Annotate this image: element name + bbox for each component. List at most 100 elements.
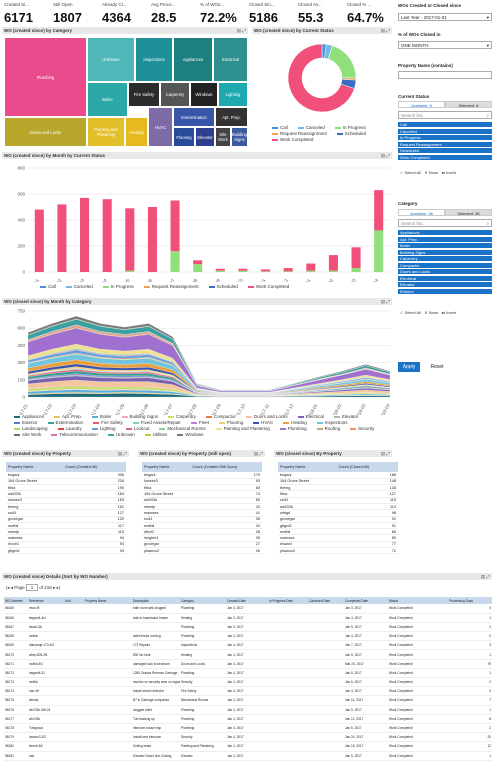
table-row[interactable]: 58170 wbtp-809-2B 830 No heat Heating Jan 4,…: [4, 649, 492, 660]
table-row[interactable]: 164 Grove Street 148: [278, 478, 398, 486]
table-row[interactable]: theing 138: [278, 484, 398, 492]
table-row[interactable]: 58173 moffal monitor on security area no s…: [4, 677, 492, 688]
bar-segment[interactable]: [283, 268, 293, 272]
list-item[interactable]: Exterior: [398, 288, 492, 295]
bar-segment[interactable]: [374, 230, 384, 272]
apply-button[interactable]: Apply: [398, 362, 420, 372]
panel-menu-icon[interactable]: ▤ ⤢: [480, 574, 490, 579]
list-item[interactable]: Canceled: [398, 128, 492, 135]
invert-button[interactable]: ⇄ Invert: [441, 170, 457, 175]
treemap-cell[interactable]: Building Signs: [231, 127, 248, 147]
table-row[interactable]: lowzez3 93: [142, 478, 262, 486]
treemap-cell[interactable]: Heating: [125, 117, 148, 147]
category-selected-tab[interactable]: Selected: 36: [445, 209, 492, 216]
bar-segment[interactable]: [215, 268, 225, 271]
table-row[interactable]: wbtgd 98: [278, 509, 398, 517]
table-row[interactable]: fitha 190: [6, 484, 126, 492]
panel-menu-icon[interactable]: ▤ ⤢: [236, 28, 246, 33]
select-all-button[interactable]: ✓ Select All: [400, 170, 421, 175]
table-row[interactable]: 58167 lenad-3A Plumbing Jan 3, 2017 Jan 5, 2…: [4, 622, 492, 633]
list-item[interactable]: Appliances: [398, 230, 492, 236]
table-row[interactable]: grovegar 27: [142, 541, 262, 549]
treemap-cell[interactable]: Flooring: [173, 127, 195, 147]
treemap-cell[interactable]: HVAC: [148, 107, 173, 147]
treemap-cell[interactable]: Electrical: [213, 37, 248, 82]
bar-segment[interactable]: [328, 270, 338, 272]
next-page-icon[interactable]: ▸: [53, 585, 56, 590]
treemap-cell[interactable]: Appliances: [173, 37, 213, 82]
table-row[interactable]: lowzez3 163: [6, 497, 126, 505]
table-row[interactable]: wb203k 164: [6, 490, 126, 498]
bar-segment[interactable]: [125, 208, 135, 271]
list-item[interactable]: Carpentry: [398, 256, 492, 262]
column-header[interactable]: Property Name: [142, 462, 191, 472]
bar-segment[interactable]: [215, 270, 225, 272]
table-row[interactable]: dflcir2 28: [142, 528, 262, 536]
page-input[interactable]: 1: [26, 584, 39, 591]
first-page-icon[interactable]: |◂: [6, 585, 10, 590]
bar-segment[interactable]: [170, 200, 180, 252]
select-all-button[interactable]: ✓ Select All: [400, 310, 421, 315]
column-header[interactable]: Count (Closed All): [336, 462, 398, 472]
table-row[interactable]: grovegar 120: [6, 516, 126, 523]
list-item[interactable]: Elevator: [398, 282, 492, 288]
table-row[interactable]: fitha 80: [142, 484, 262, 492]
category-treemap[interactable]: Plumbing Unknown Inspections Appliances Elec…: [4, 37, 248, 147]
list-item[interactable]: Compactor: [398, 262, 492, 269]
column-header[interactable]: Description: [132, 597, 180, 604]
table-row[interactable]: moffal 117: [6, 522, 126, 530]
column-header[interactable]: Category: [180, 597, 226, 604]
table-row[interactable]: beganl 188: [278, 472, 398, 479]
table-row[interactable]: 164 Grove Street 234: [6, 478, 126, 486]
table-row[interactable]: moffal 34: [142, 522, 262, 530]
prev-page-icon[interactable]: ◂: [10, 585, 13, 590]
table-row[interactable]: plsanco2 26: [142, 547, 262, 555]
pct-closed-select[interactable]: ONE MONTH ▾: [398, 41, 492, 49]
column-header[interactable]: Processing Days: [448, 597, 492, 604]
table-row[interactable]: 58179 lowzez3-3G Install new intercom Secur…: [4, 732, 492, 743]
column-header[interactable]: Unit: [64, 597, 84, 604]
bar-segment[interactable]: [351, 247, 361, 269]
table-row[interactable]: 58166 begani4-AH leak in baseboard heater H…: [4, 613, 492, 623]
treemap-cell[interactable]: Site Work: [215, 127, 231, 147]
treemap-cell[interactable]: Boiler: [87, 82, 128, 117]
category-search-input[interactable]: Search list... ⌕: [398, 219, 492, 227]
table-row[interactable]: 58180 lenedi-6G Ceiling leaks Painting and …: [4, 741, 492, 752]
table-row[interactable]: 58181 uan Elevator Doors Not Closing Elevat…: [4, 751, 492, 761]
panel-menu-icon[interactable]: ▤ ⤢: [380, 451, 390, 456]
treemap-cell[interactable]: Plumbing: [4, 37, 87, 117]
column-header[interactable]: Count (Created Still Open): [190, 462, 262, 472]
column-header[interactable]: Count (Created All): [63, 462, 126, 472]
category-available-tab[interactable]: Available: 36: [398, 209, 445, 216]
panel-menu-icon[interactable]: ▤ ⤢: [380, 28, 390, 33]
bar-segment[interactable]: [147, 207, 157, 272]
bar-segment[interactable]: [193, 264, 203, 272]
status-available-tab[interactable]: Available: 6: [398, 101, 445, 108]
treemap-cell[interactable]: Extermination: [173, 107, 215, 127]
table-row[interactable]: rodl1 35: [142, 516, 262, 523]
list-item[interactable]: Scheduled: [398, 148, 492, 154]
list-item[interactable]: Doors and Locks: [398, 269, 492, 275]
treemap-cell[interactable]: Doors and Locks: [4, 117, 87, 147]
list-item[interactable]: Call: [398, 122, 492, 128]
bar-segment[interactable]: [374, 190, 384, 231]
property-name-input[interactable]: [398, 71, 492, 79]
table-row[interactable]: levcir1 94: [6, 541, 126, 549]
column-header[interactable]: Created Date: [226, 597, 268, 604]
table-row[interactable]: 58165 mwn-f9 bath room sink clogged Plumbin…: [4, 604, 492, 614]
bar-segment[interactable]: [306, 270, 316, 272]
table-row[interactable]: beganl 179: [142, 472, 262, 479]
table-row[interactable]: mainsea 94: [6, 534, 126, 542]
treemap-cell[interactable]: Carpentry: [160, 82, 190, 107]
table-row[interactable]: elsancl 77: [278, 541, 398, 549]
status-search-input[interactable]: Search list... ⌕: [398, 111, 492, 119]
bar-segment[interactable]: [57, 204, 67, 272]
list-item[interactable]: Request Reassignment: [398, 141, 492, 148]
table-row[interactable]: 58174 uan-4K Install smoke detector Fire Sa…: [4, 686, 492, 697]
panel-menu-icon[interactable]: ▤ ⤢: [117, 451, 127, 456]
status-selected-tab[interactable]: Selected: 6: [445, 101, 492, 108]
bar-segment[interactable]: [34, 209, 44, 272]
list-item[interactable]: Boiler: [398, 243, 492, 249]
bar-segment[interactable]: [306, 263, 316, 271]
panel-menu-icon[interactable]: ▤ ⤢: [253, 451, 263, 456]
